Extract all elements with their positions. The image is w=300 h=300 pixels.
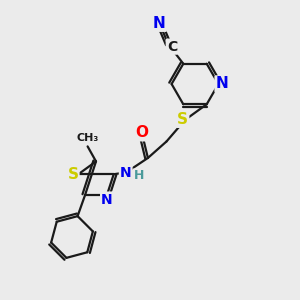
Text: C: C (167, 40, 177, 54)
Text: CH₃: CH₃ (76, 133, 99, 143)
Text: N: N (153, 16, 166, 31)
Text: S: S (68, 167, 78, 182)
Text: N: N (216, 76, 228, 92)
Text: N: N (120, 166, 131, 180)
Text: H: H (134, 169, 144, 182)
Text: S: S (177, 112, 188, 127)
Text: O: O (135, 125, 148, 140)
Text: N: N (101, 193, 113, 206)
